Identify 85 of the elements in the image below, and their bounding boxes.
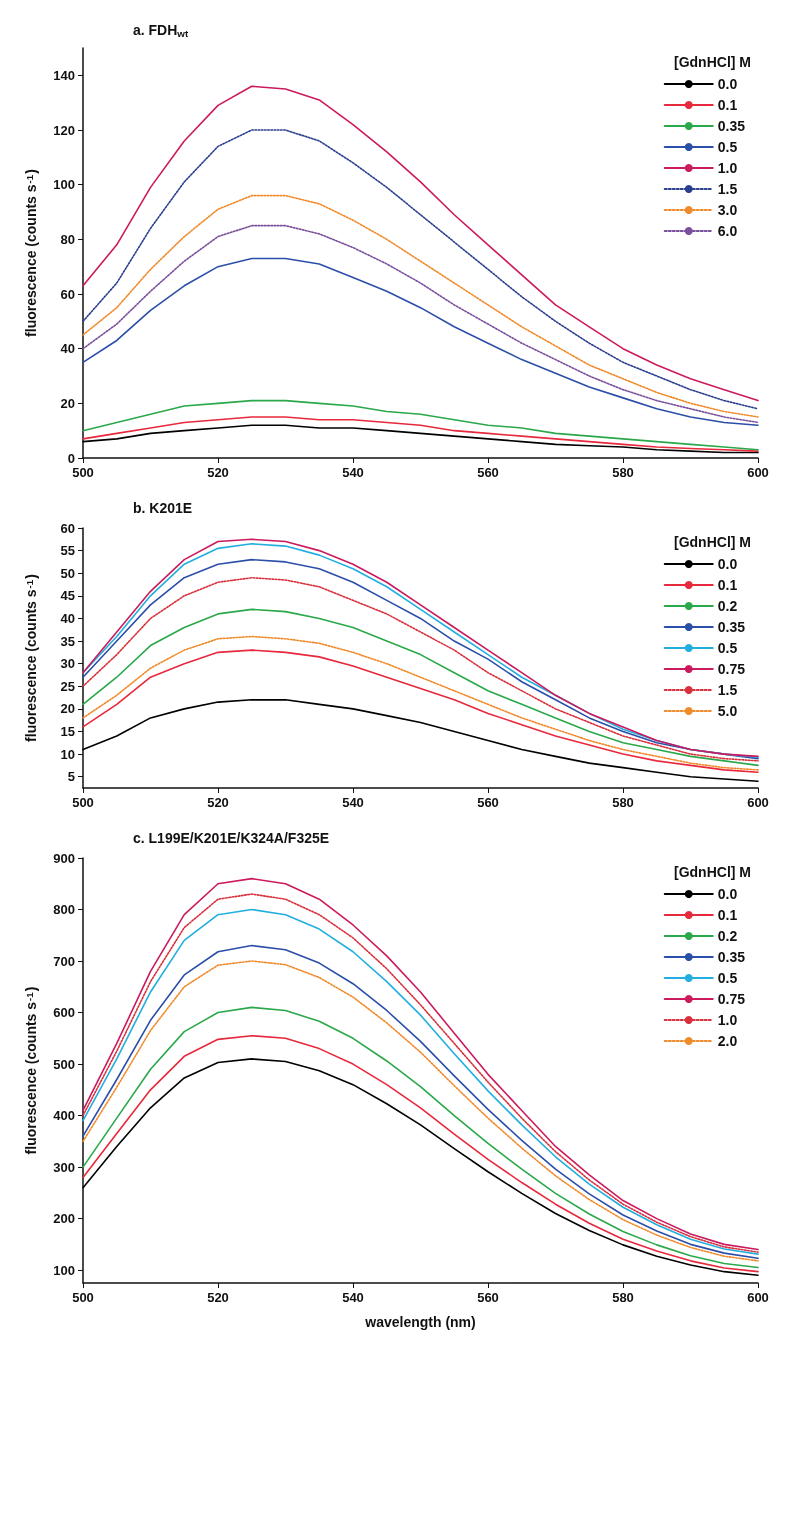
legend-label: 0.1	[717, 577, 738, 593]
legend-label: 0.35	[717, 118, 746, 134]
x-tick-label: 600	[747, 795, 769, 810]
legend-label: 0.5	[717, 970, 738, 986]
line-series	[82, 257, 759, 426]
legend-label: 0.35	[717, 949, 746, 965]
x-tick-label: 580	[612, 795, 634, 810]
line-series	[82, 194, 759, 418]
legend-label: 6.0	[717, 223, 738, 239]
legend-label: 0.75	[717, 661, 746, 677]
y-tick-label: 10	[60, 746, 75, 762]
y-tick-label: 200	[53, 1211, 75, 1227]
legend-label: 0.1	[717, 907, 738, 923]
y-tick-label: 50	[60, 565, 75, 581]
y-tick-label: 55	[60, 543, 75, 559]
legend-label: 1.5	[717, 181, 738, 197]
y-tick-label: 20	[60, 701, 75, 717]
y-tick-label: 0	[67, 450, 75, 466]
y-tick-label: 100	[53, 1262, 75, 1278]
y-tick-label: 40	[60, 341, 75, 357]
chart-title: c. L199E/K201E/K324A/F325E	[133, 830, 330, 846]
legend-label: 0.2	[717, 598, 738, 614]
legend-label: 3.0	[717, 202, 738, 218]
legend-label: 1.5	[717, 682, 738, 698]
x-tick-label: 600	[747, 465, 769, 480]
x-tick-label: 580	[612, 1290, 634, 1305]
x-tick-label: 540	[342, 795, 364, 810]
y-axis-title: fluorescence (counts s-1)	[23, 169, 39, 337]
line-series	[82, 416, 759, 452]
legend-label: 0.1	[717, 97, 738, 113]
line-series	[82, 399, 759, 451]
line-series	[82, 129, 759, 410]
x-tick-label: 560	[477, 465, 499, 480]
x-tick-label: 540	[342, 1290, 364, 1305]
y-tick-label: 5	[67, 769, 75, 785]
y-tick-label: 45	[60, 588, 75, 604]
legend-label: 0.0	[717, 76, 738, 92]
y-axis-title: fluorescence (counts s-1)	[23, 574, 39, 742]
y-tick-label: 15	[60, 723, 75, 739]
y-tick-label: 700	[53, 953, 75, 969]
y-tick-label: 800	[53, 902, 75, 918]
y-tick-label: 600	[53, 1005, 75, 1021]
x-tick-label: 600	[747, 1290, 769, 1305]
line-series	[82, 699, 759, 783]
legend-label: 0.75	[717, 991, 746, 1007]
x-tick-label: 560	[477, 795, 499, 810]
x-tick-label: 520	[207, 1290, 229, 1305]
legend-label: 2.0	[717, 1033, 738, 1049]
y-tick-label: 140	[53, 67, 75, 83]
y-tick-label: 400	[53, 1108, 75, 1124]
y-tick-label: 30	[60, 656, 75, 672]
legend-label: 5.0	[717, 703, 738, 719]
legend-label: 0.2	[717, 928, 738, 944]
chart-title: b. K201E	[133, 500, 193, 516]
legend-label: 0.5	[717, 640, 738, 656]
y-tick-label: 60	[60, 286, 75, 302]
y-tick-label: 120	[53, 122, 75, 138]
legend-title: [GdnHCl] M	[674, 864, 751, 880]
legend-title: [GdnHCl] M	[674, 54, 751, 70]
y-tick-label: 300	[53, 1159, 75, 1175]
legend-label: 0.0	[717, 886, 738, 902]
y-tick-label: 40	[60, 610, 75, 626]
x-tick-label: 560	[477, 1290, 499, 1305]
legend-label: 1.0	[717, 1012, 738, 1028]
x-tick-label: 520	[207, 795, 229, 810]
y-tick-label: 60	[60, 520, 75, 536]
x-tick-label: 580	[612, 465, 634, 480]
line-series	[82, 424, 759, 454]
y-tick-label: 900	[53, 850, 75, 866]
y-tick-label: 25	[60, 678, 75, 694]
x-axis-title: wavelength (nm)	[364, 1314, 476, 1330]
legend-title: [GdnHCl] M	[674, 534, 751, 550]
y-tick-label: 20	[60, 395, 75, 411]
y-tick-label: 500	[53, 1056, 75, 1072]
legend-label: 0.35	[717, 619, 746, 635]
y-tick-label: 100	[53, 177, 75, 193]
x-tick-label: 540	[342, 465, 364, 480]
legend-label: 1.0	[717, 160, 738, 176]
y-tick-label: 35	[60, 633, 75, 649]
legend-label: 0.0	[717, 556, 738, 572]
y-axis-title: fluorescence (counts s-1)	[23, 986, 39, 1155]
x-tick-label: 520	[207, 465, 229, 480]
y-tick-label: 80	[60, 231, 75, 247]
legend-label: 0.5	[717, 139, 738, 155]
line-series	[82, 224, 759, 424]
